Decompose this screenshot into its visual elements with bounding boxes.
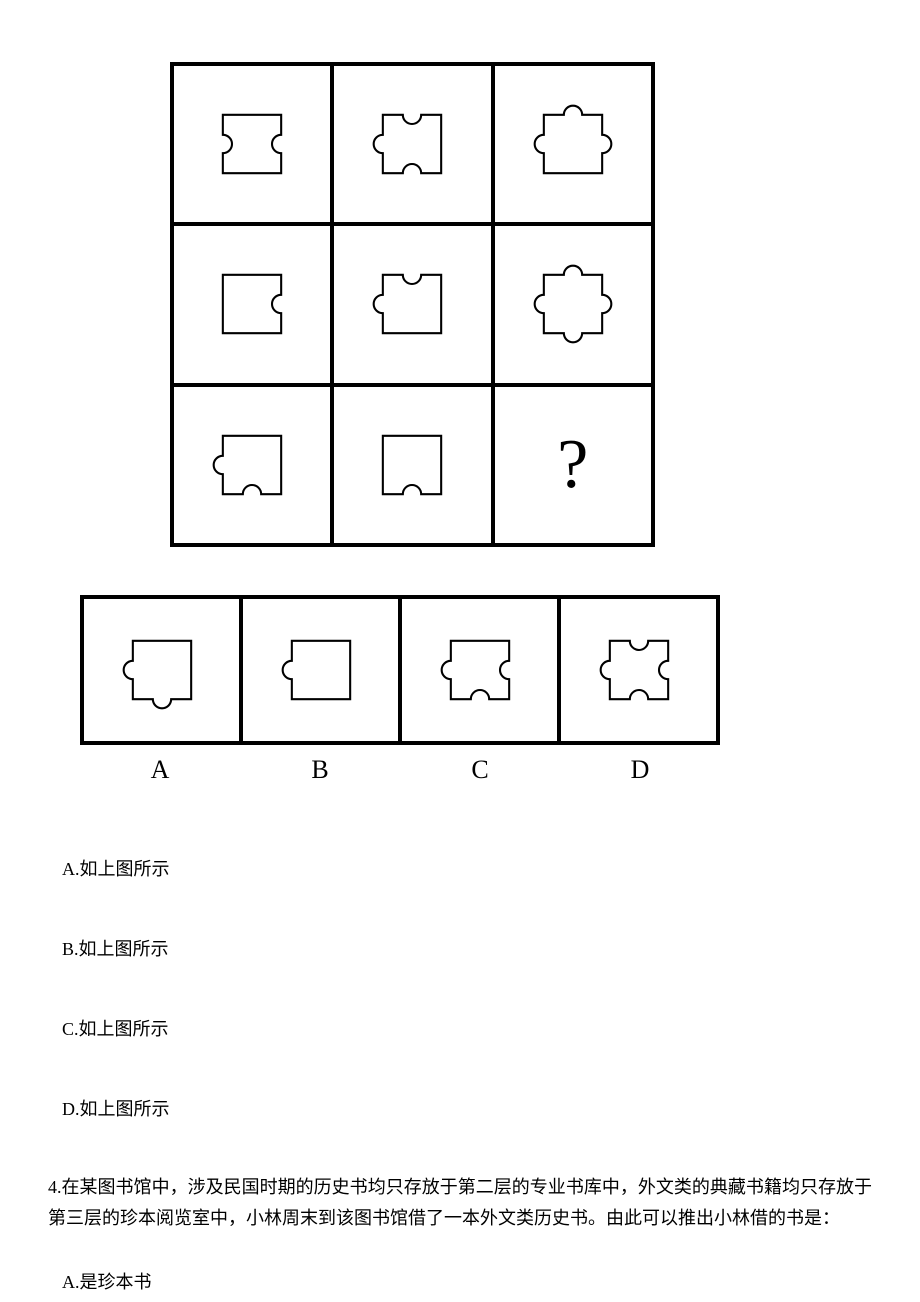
grid-cell-0 <box>172 64 332 224</box>
grid-cell-8: ? <box>493 385 653 545</box>
text-option-A: A.如上图所示 <box>62 855 170 881</box>
option-labels-row: A B C D <box>80 755 720 785</box>
puzzle-option-B <box>271 620 371 720</box>
puzzle-piece-4 <box>362 254 462 354</box>
grid-cell-5 <box>493 224 653 384</box>
text-option-D: D.如上图所示 <box>62 1095 170 1121</box>
question4-option-A: A.是珍本书 <box>62 1268 152 1294</box>
puzzle-piece-7 <box>362 415 462 515</box>
puzzle-piece-1 <box>362 94 462 194</box>
option-cell-D <box>559 597 718 743</box>
option-label-A: A <box>80 755 240 785</box>
grid-cell-7 <box>332 385 492 545</box>
text-option-C: C.如上图所示 <box>62 1015 169 1041</box>
puzzle-option-A <box>112 620 212 720</box>
grid-cell-1 <box>332 64 492 224</box>
puzzle-grid-3x3: ? <box>170 62 655 547</box>
question4-stem: 4.在某图书馆中，涉及民国时期的历史书均只存放于第二层的专业书库中，外文类的典藏… <box>48 1172 872 1233</box>
grid-cell-4 <box>332 224 492 384</box>
option-label-C: C <box>400 755 560 785</box>
options-grid-1x4 <box>80 595 720 745</box>
option-cell-B <box>241 597 400 743</box>
option-cell-A <box>82 597 241 743</box>
puzzle-piece-2 <box>523 94 623 194</box>
option-cell-C <box>400 597 559 743</box>
question-mark: ? <box>557 425 588 505</box>
puzzle-piece-0 <box>202 94 302 194</box>
text-option-B: B.如上图所示 <box>62 935 169 961</box>
option-label-D: D <box>560 755 720 785</box>
puzzle-piece-3 <box>202 254 302 354</box>
option-label-B: B <box>240 755 400 785</box>
grid-cell-2 <box>493 64 653 224</box>
puzzle-piece-6 <box>202 415 302 515</box>
puzzle-option-C <box>430 620 530 720</box>
grid-cell-6 <box>172 385 332 545</box>
grid-cell-3 <box>172 224 332 384</box>
puzzle-option-D <box>589 620 689 720</box>
puzzle-piece-5 <box>523 254 623 354</box>
